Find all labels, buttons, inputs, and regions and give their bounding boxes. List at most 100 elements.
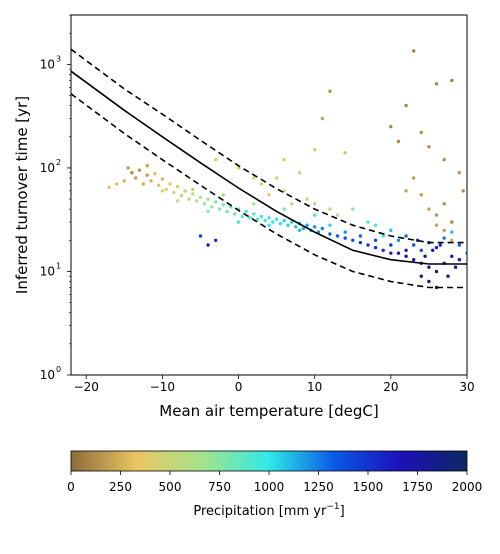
data-point [313,148,317,152]
data-point [305,223,309,227]
y-tick-exponent: 1 [56,261,61,270]
y-tick-label: 10 [40,161,55,175]
colorbar-ticks: 0 250 500 750 1000 1250 1500 1750 2000 [67,471,482,494]
data-point [358,234,363,238]
data-point [423,254,427,258]
data-point [366,220,370,224]
data-point [427,279,431,284]
data-point [373,245,378,250]
data-point [419,130,423,135]
data-point [206,243,210,247]
colorbar [70,450,468,472]
x-tick-label: 20 [383,380,398,394]
data-point [214,200,218,204]
data-point [412,243,416,247]
data-point [457,258,462,262]
data-point [328,89,332,94]
data-point [442,158,446,162]
data-point [366,243,370,247]
data-point [313,202,317,206]
data-point [282,207,286,211]
x-tick-label: 10 [307,380,322,394]
data-point [450,220,454,224]
data-point [335,213,340,217]
data-point [389,243,393,247]
data-point [328,232,332,236]
data-point [191,192,195,196]
data-point [442,228,446,232]
data-point [328,207,332,211]
data-point [442,236,446,240]
data-point [156,183,161,187]
data-point [404,189,408,193]
data-point [442,202,446,206]
data-point [404,103,408,108]
data-point [286,223,290,227]
data-point [252,202,256,206]
colorbar-tick-label: 250 [109,480,132,494]
data-point [160,177,165,181]
data-point [122,179,127,183]
data-point [168,182,172,186]
data-point [419,193,423,197]
colorbar-tick-label: 0 [67,480,75,494]
data-point [267,223,271,227]
data-point [160,189,165,193]
data-point [294,225,298,229]
data-point [396,251,401,255]
data-point [252,212,256,216]
y-tick-label: 10 [40,264,55,278]
data-point [263,218,267,223]
data-point [187,197,191,201]
data-point [446,274,450,278]
fit-lines [71,48,467,289]
data-point [389,228,393,232]
y-tick-exponent: 3 [56,54,61,63]
colorbar-tick-label: 500 [159,480,182,494]
data-point [259,182,264,186]
x-tick-label: 0 [235,380,243,394]
data-point [134,176,138,180]
data-point [450,230,454,234]
data-point [351,238,355,242]
x-axis-label: Mean air temperature [degC] [159,402,378,420]
data-point [438,243,442,247]
data-point [175,199,180,203]
scatter-points [107,49,467,290]
data-point [373,238,378,242]
data-point [320,116,324,121]
colorbar-tick-label: 750 [208,480,231,494]
x-tick-label: −10 [150,380,175,394]
data-point [252,176,256,180]
data-point [450,254,454,258]
data-point [198,195,203,199]
data-point [164,187,168,192]
data-point [198,234,203,238]
data-point [271,220,275,224]
data-point [217,207,222,211]
data-point [434,269,439,274]
data-point [141,182,145,186]
data-point [282,218,286,223]
colorbar-tick-label: 2000 [452,480,483,494]
x-tick-label: 30 [459,380,474,394]
data-point [404,234,408,238]
data-point [297,171,302,175]
data-point [225,209,229,214]
data-point [126,166,130,170]
data-point [389,251,393,255]
data-point [457,171,462,175]
data-point [191,187,195,192]
data-point [412,258,416,262]
data-point [179,193,184,198]
data-point [115,182,119,186]
data-point [301,226,305,231]
data-point [267,193,271,197]
y-axis-label: Inferred turnover time [yr] [13,96,31,294]
data-point [404,248,408,252]
data-point [313,225,317,229]
data-point [297,228,302,232]
colorbar-tick-label: 1000 [254,480,285,494]
data-point [153,172,157,176]
x-axis-ticks: −20 −10 0 10 20 30 [74,375,475,394]
